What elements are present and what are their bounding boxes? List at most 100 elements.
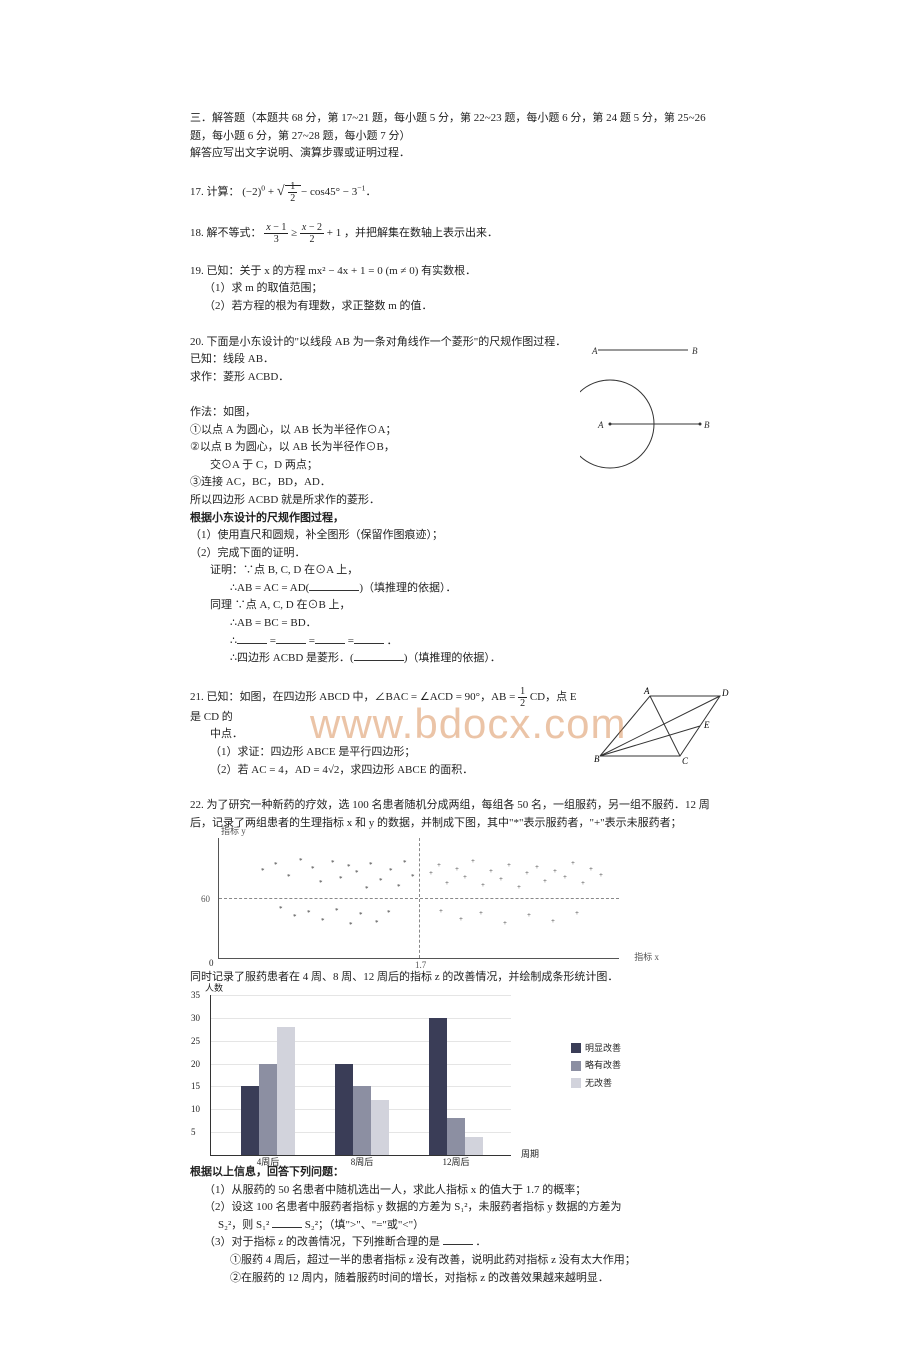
scatter-point-nomed: + [437, 860, 441, 871]
bar-legend: 明显改善略有改善无改善 [571, 1041, 621, 1093]
scatter-vline [419, 838, 420, 958]
section-header: 三．解答题（本题共 68 分，第 17~21 题，每小题 5 分，第 22~23… [190, 110, 730, 163]
bar-xlabel: 周期 [521, 1147, 539, 1161]
scatter-point-med: * [319, 878, 323, 889]
question-18: 18. 解不等式： x − 13 ≥ x − 22 + 1 ，并把解集在数轴上表… [190, 222, 730, 245]
blank-field[interactable] [237, 633, 267, 644]
svg-text:A: A [597, 420, 604, 430]
scatter-point-nomed: + [503, 918, 507, 929]
scatter-point-med: * [347, 862, 351, 873]
legend-row: 无改善 [571, 1076, 621, 1090]
blank-field[interactable] [309, 580, 359, 591]
bar-ytick: 30 [191, 1011, 200, 1025]
q22-label: 22. [190, 799, 204, 811]
q20-result: 所以四边形 ACBD 就是所求作的菱形． [190, 494, 380, 506]
scatter-point-med: * [335, 906, 339, 917]
q20-proof2: ∴AB = AC = AD()（填推理的依据）． [230, 582, 456, 594]
legend-label: 略有改善 [585, 1058, 621, 1072]
bar-无改善 [277, 1027, 295, 1155]
q19-line1: 已知：关于 x 的方程 mx² − 4x + 1 = 0 (m ≠ 0) 有实数… [207, 265, 477, 277]
q18-label: 18. [190, 227, 204, 239]
q21-label: 21. [190, 691, 204, 703]
q21-figure: B A D C E [590, 686, 730, 779]
q20-step2: ②以点 B 为圆心，以 AB 长为半径作⊙B， [190, 441, 395, 453]
legend-swatch [571, 1061, 581, 1071]
q20-intro: 下面是小东设计的"以线段 AB 为一条对角线作一个菱形"的尺规作图过程． [207, 336, 567, 348]
bar-略有改善 [353, 1086, 371, 1155]
scatter-point-med: * [379, 876, 383, 887]
scatter-point-med: * [389, 866, 393, 877]
scatter-point-med: * [387, 908, 391, 919]
bar-ytick: 25 [191, 1034, 200, 1048]
scatter-point-nomed: + [535, 862, 539, 873]
scatter-point-med: * [321, 916, 325, 927]
scatter-point-nomed: + [571, 858, 575, 869]
q19-sub1: （1）求 m 的取值范围； [204, 282, 323, 294]
scatter-point-nomed: + [507, 860, 511, 871]
section-title: 三．解答题（本题共 68 分，第 17~21 题，每小题 5 分，第 22~23… [190, 112, 706, 142]
q20-proof6: ∴四边形 ACBD 是菱形．()（填推理的依据）． [230, 652, 501, 664]
q21-sub1: （1）求证：四边形 ABCE 是平行四边形； [210, 746, 415, 758]
bar-gridline [211, 1064, 511, 1065]
scatter-point-nomed: + [575, 908, 579, 919]
blank-field[interactable] [354, 650, 404, 661]
scatter-point-med: * [279, 904, 283, 915]
scatter-point-med: * [299, 856, 303, 867]
blank-field[interactable] [354, 633, 384, 644]
scatter-point-med: * [274, 860, 278, 871]
legend-label: 无改善 [585, 1076, 612, 1090]
bar-略有改善 [259, 1064, 277, 1155]
legend-row: 略有改善 [571, 1058, 621, 1072]
scatter-ytick: 60 [201, 892, 210, 906]
scatter-point-nomed: + [551, 916, 555, 927]
bar-gridline [211, 1041, 511, 1042]
bar-ytick: 20 [191, 1056, 200, 1070]
scatter-point-med: * [339, 874, 343, 885]
scatter-point-med: * [287, 872, 291, 883]
scatter-point-nomed: + [489, 866, 493, 877]
bar-ytitle: 人数 [205, 981, 223, 995]
svg-text:B: B [692, 346, 698, 356]
svg-text:D: D [721, 688, 729, 698]
scatter-point-med: * [349, 920, 353, 931]
question-22: 22. 为了研究一种新药的疗效，选 100 名患者随机分成两组，每组各 50 名… [190, 797, 730, 1287]
q20-step3: ③连接 AC，BC，BD，AD． [190, 476, 331, 488]
scatter-point-nomed: + [553, 866, 557, 877]
scatter-point-med: * [403, 858, 407, 869]
scatter-ylabel: 指标 y [221, 824, 246, 838]
q21-sub2: （2）若 AC = 4，AD = 4√2，求四边形 ABCE 的面积． [210, 764, 473, 776]
q20-proof5: ∴ = = = ． [230, 635, 398, 647]
bar-chart: 人数 周期 5101520253035 4周后8周后12周后 明显改善略有改善无… [210, 995, 511, 1156]
svg-text:B: B [594, 754, 600, 764]
legend-row: 明显改善 [571, 1041, 621, 1055]
bar-明显改善 [335, 1064, 353, 1155]
blank-field[interactable] [276, 633, 306, 644]
scatter-point-nomed: + [581, 878, 585, 889]
scatter-point-med: * [375, 918, 379, 929]
blank-field[interactable] [272, 1217, 302, 1228]
svg-text:C: C [682, 756, 689, 766]
blank-field[interactable] [443, 1234, 473, 1245]
bar-无改善 [371, 1100, 389, 1155]
q20-proof3: 同理 ∵点 A, C, D 在⊙B 上， [210, 599, 351, 611]
legend-label: 明显改善 [585, 1041, 621, 1055]
scatter-point-med: * [411, 872, 415, 883]
bar-明显改善 [241, 1086, 259, 1155]
blank-field[interactable] [315, 633, 345, 644]
q21-mid: 中点． [210, 728, 243, 740]
q20-proof1: 证明：∵点 B, C, D 在⊙A 上， [210, 564, 358, 576]
q20-follow: 根据小东设计的尺规作图过程， [190, 512, 344, 524]
scatter-point-nomed: + [543, 876, 547, 887]
q22-sub2: （2）设这 100 名患者中服药者指标 y 数据的方差为 S₁²，未服药者指标 … [204, 1199, 730, 1234]
scatter-point-nomed: + [445, 878, 449, 889]
scatter-point-med: * [397, 882, 401, 893]
q22-sub1: （1）从服药的 50 名患者中随机选出一人，求此人指标 x 的值大于 1.7 的… [204, 1182, 730, 1200]
q18-prefix: 解不等式： [207, 227, 262, 239]
question-20: 20. 下面是小东设计的"以线段 AB 为一条对角线作一个菱形"的尺规作图过程．… [190, 334, 730, 668]
q20-label: 20. [190, 336, 204, 348]
q20-proof4: ∴AB = BC = BD． [230, 617, 317, 629]
svg-text:E: E [703, 720, 710, 730]
scatter-point-nomed: + [563, 872, 567, 883]
scatter-xlabel: 指标 x [634, 950, 659, 964]
bar-gridline [211, 995, 511, 996]
